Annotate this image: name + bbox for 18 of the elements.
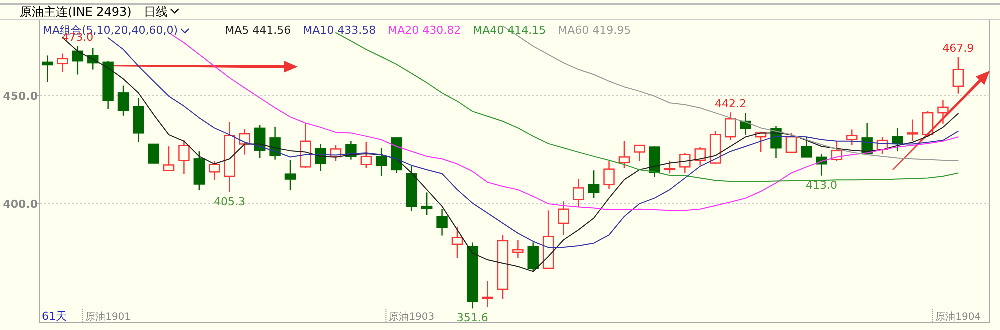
text: MA20 430.82	[388, 24, 462, 37]
chart-subtitle: 日线	[144, 5, 168, 19]
annotation: 61天	[42, 310, 67, 323]
annotation: 467.9	[942, 42, 974, 56]
y-tick-label: 400.0	[3, 198, 38, 211]
text: MA40 414.15	[473, 24, 546, 37]
annotation: 413.0	[806, 178, 838, 192]
series-label: MA60 419.95	[558, 24, 632, 37]
annotation: 442.2	[714, 98, 746, 111]
x-tick-label: 原油1901	[86, 311, 132, 323]
annotation: 351.6	[456, 312, 488, 325]
annotation: 405.3	[214, 195, 246, 208]
x-tick-label: 原油1903	[389, 311, 435, 323]
chart-title: 原油主连(INE 2493)	[20, 5, 132, 19]
y-tick-label: 450.0	[3, 90, 38, 103]
text: MA10 433.58	[303, 24, 376, 37]
x-tick-label: 原油1904	[936, 311, 982, 323]
text: MA5 441.56	[225, 24, 292, 37]
